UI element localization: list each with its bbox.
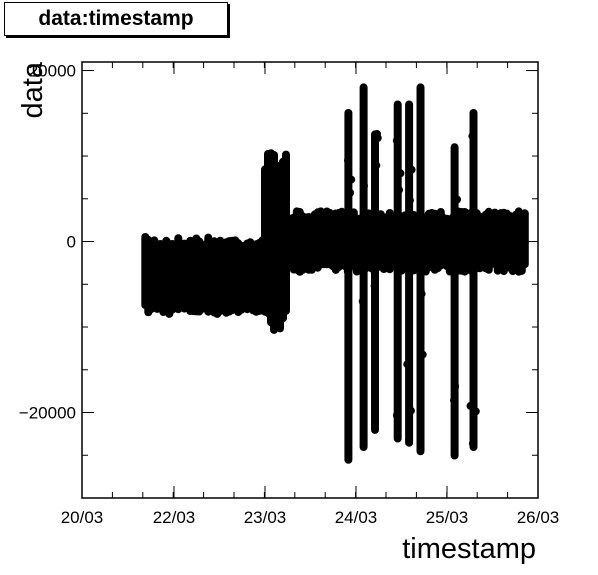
y-axis-title: data	[17, 61, 49, 118]
spike-0-point	[346, 188, 355, 197]
spike-5-point	[418, 350, 427, 359]
spike-7-point	[466, 401, 475, 410]
chart-title-box: data:timestamp	[4, 2, 228, 36]
spike-4-point	[407, 165, 416, 174]
spike-6-column	[450, 143, 459, 460]
x-tick-label: 20/03	[61, 508, 104, 527]
spike-6-point	[449, 239, 458, 248]
data-points	[141, 83, 529, 464]
spike-2-point	[373, 134, 382, 142]
x-tick-label: 26/03	[517, 508, 560, 527]
spike-3-point	[395, 186, 403, 194]
spike-6-point	[453, 195, 461, 204]
cluster-2-column	[520, 209, 529, 269]
spike-7-point	[468, 439, 477, 448]
y-tick-label: 0	[67, 233, 76, 252]
spike-5-column	[416, 83, 425, 456]
axis-ticks	[81, 62, 539, 499]
y-tick-label: 20000	[29, 62, 76, 81]
y-tick-label: −20000	[19, 404, 76, 423]
x-tick-label: 23/03	[244, 508, 287, 527]
spike-5-point	[418, 241, 427, 250]
spike-5-point	[417, 289, 426, 298]
spike-3-column	[393, 100, 402, 443]
spike-4-point	[406, 406, 415, 415]
spike-1-point	[360, 181, 368, 190]
spike-4-column	[405, 100, 414, 447]
spike-2-point	[372, 161, 381, 170]
spike-4-point	[405, 196, 414, 205]
tick-labels: 20/03 22/03 23/03 24/03 25/03 26/03 20000 0 −200…	[19, 62, 559, 527]
spike-3-point	[392, 136, 401, 145]
spike-7-point	[468, 132, 477, 141]
spike-6-point	[451, 382, 460, 391]
x-tick-label: 22/03	[153, 508, 196, 527]
spike-1-point	[360, 214, 369, 223]
spike-7-point	[471, 407, 480, 416]
x-tick-label: 24/03	[335, 508, 378, 527]
x-axis-title: timestamp	[402, 533, 536, 565]
spike-7-column	[469, 109, 478, 451]
spike-0-point	[345, 256, 354, 265]
spike-1-point	[358, 297, 367, 306]
spike-4-point	[403, 360, 412, 369]
spike-0-column	[344, 109, 353, 464]
chart-title: data:timestamp	[38, 7, 194, 30]
spike-6-point	[450, 396, 458, 405]
spike-3-point	[396, 169, 405, 178]
spike-1-point	[359, 265, 368, 274]
spike-0-point	[344, 156, 352, 165]
spike-3-point	[392, 411, 401, 420]
x-tick-label: 25/03	[426, 508, 469, 527]
spike-0-point	[347, 175, 356, 184]
spike-2-point	[370, 282, 379, 291]
